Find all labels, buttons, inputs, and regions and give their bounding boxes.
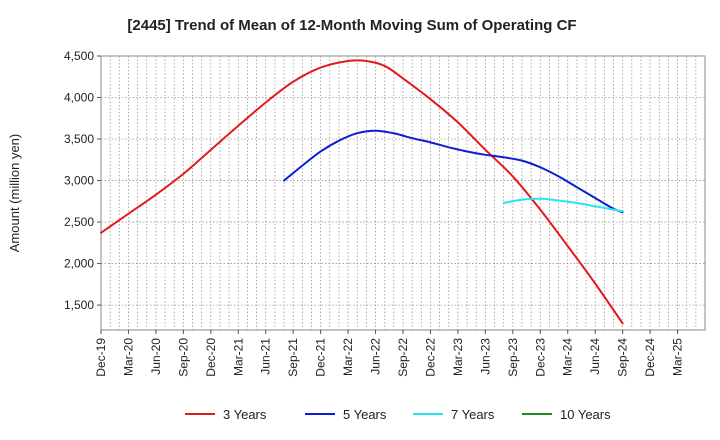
x-tick-label: Jun-23 [478,338,492,375]
chart-title: [2445] Trend of Mean of 12-Month Moving … [127,17,576,34]
x-tick-label: Dec-19 [94,338,108,377]
x-tick-label: Sep-22 [396,338,410,377]
x-tick-label: Jun-20 [149,338,163,375]
legend-label-5-years: 5 Years [343,407,387,422]
x-axis-ticks: Dec-19 Mar-20 Jun-20 Sep-20 Dec-20 Mar-21 Jun-… [94,330,685,377]
series-lines [100,59,624,325]
x-tick-label: Mar-25 [671,338,685,376]
y-tick-label: 4,000 [64,91,94,105]
grid-lines [101,55,705,330]
x-tick-label: Mar-23 [451,338,465,376]
y-tick-label: 2,000 [64,257,94,271]
x-tick-label: Mar-22 [341,338,355,376]
x-tick-label: Dec-22 [423,338,437,377]
x-tick-label: Mar-21 [231,338,245,376]
x-tick-label: Sep-24 [616,338,630,377]
x-tick-label: Jun-24 [588,338,602,375]
y-tick-label: 3,000 [64,174,94,188]
y-tick-label: 3,500 [64,132,94,146]
y-tick-label: 4,500 [64,49,94,63]
legend-label-3-years: 3 Years [223,407,267,422]
series-line-5-years [283,129,624,214]
x-tick-label: Sep-21 [286,338,300,377]
x-tick-label: Sep-20 [176,338,190,377]
x-tick-label: Dec-23 [533,338,547,377]
legend-label-10-years: 10 Years [560,407,611,422]
y-tick-label: 1,500 [64,298,94,312]
x-tick-label: Sep-23 [506,338,520,377]
x-tick-label: Jun-21 [259,338,273,375]
x-tick-label: Dec-21 [314,338,328,377]
y-axis-label: Amount (million yen) [7,134,22,253]
series-line-7-years [502,197,624,213]
x-tick-label: Dec-20 [204,338,218,377]
legend: 3 Years 5 Years 7 Years 10 Years [185,407,611,422]
x-tick-label: Dec-24 [643,338,657,377]
x-tick-label: Mar-20 [121,338,135,376]
x-tick-label: Mar-24 [561,338,575,376]
legend-label-7-years: 7 Years [451,407,495,422]
x-tick-label: Jun-22 [369,338,383,375]
y-tick-label: 2,500 [64,215,94,229]
y-axis-ticks: 1,500 2,000 2,500 3,000 3,500 4,000 4,500 [64,49,101,312]
